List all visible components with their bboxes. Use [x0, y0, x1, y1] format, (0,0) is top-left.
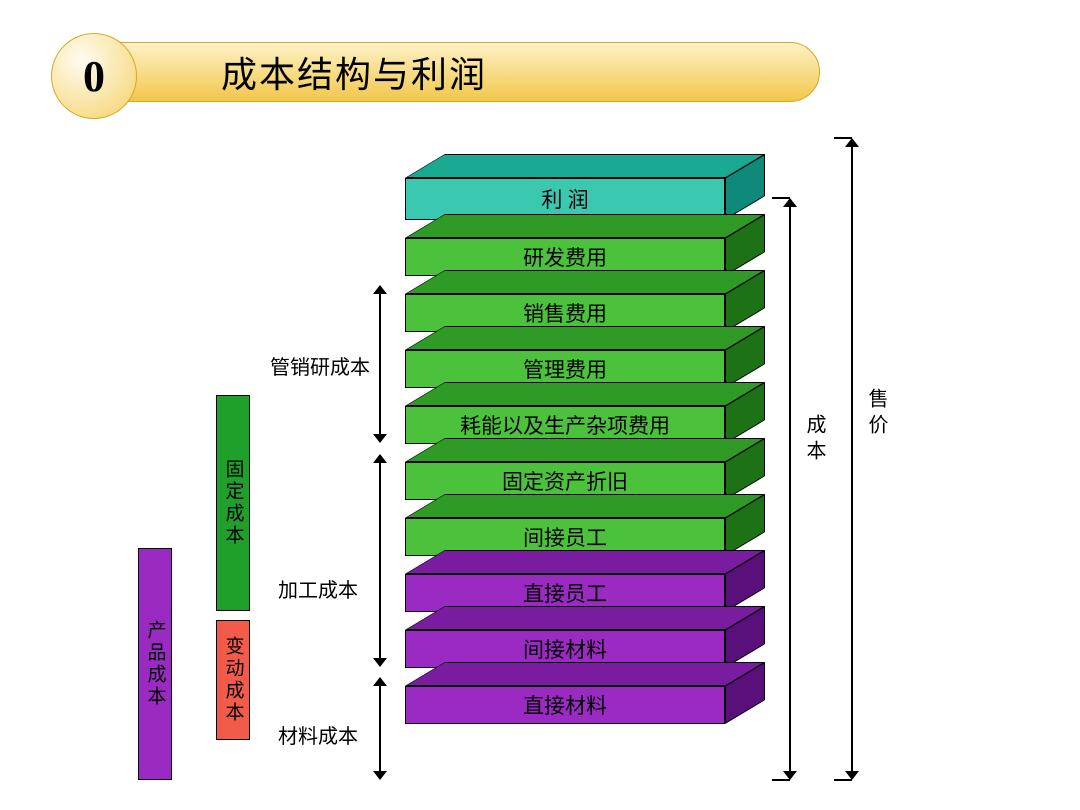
stack-box-label: 耗能以及生产杂项费用: [460, 410, 670, 440]
mgmt-sales-rd-label: 管销研成本: [270, 351, 370, 380]
cost-label: 成本: [800, 414, 829, 466]
process-cost-label: 加工成本: [278, 574, 358, 603]
stack-box-label: 直接员工: [523, 578, 607, 608]
arrow-down-icon: [373, 771, 387, 780]
stack-box-label: 间接员工: [523, 522, 607, 552]
stack-box-top: [405, 494, 765, 518]
stack-box-label: 间接材料: [523, 634, 607, 664]
arrow-up-icon: [373, 285, 387, 294]
stack-box-label: 销售费用: [523, 298, 607, 328]
title-badge: 0: [51, 33, 137, 119]
stack-box-top: [405, 606, 765, 630]
arrow-up-icon: [373, 454, 387, 463]
arrow-up-icon: [783, 198, 797, 207]
stack-box-top: [405, 326, 765, 350]
variable-cost-bar: 变动成本: [216, 620, 250, 740]
product-cost-bar: 产品成本: [138, 548, 172, 780]
stack-box-top: [405, 550, 765, 574]
stack-box-face: 直接材料: [405, 686, 725, 724]
price-label: 售价: [862, 388, 891, 440]
stack-box-label: 研发费用: [523, 242, 607, 272]
stack-box-top: [405, 214, 765, 238]
arrow-up-icon: [373, 677, 387, 686]
title-bar: 0 成本结构与利润: [60, 42, 820, 102]
stack-box-label: 固定资产折旧: [502, 466, 628, 496]
stack-box-top: [405, 438, 765, 462]
stack-box-label: 直接材料: [523, 690, 607, 720]
stack-box-label: 管理费用: [523, 354, 607, 384]
arrow-down-icon: [373, 434, 387, 443]
fixed-cost-bar: 固定成本: [216, 395, 250, 611]
material-cost-label: 材料成本: [278, 720, 358, 749]
title-badge-number: 0: [83, 51, 105, 102]
stack-box-label: 利 润: [541, 184, 588, 214]
stack-box-top: [405, 154, 765, 178]
arrow-down-icon: [373, 658, 387, 667]
stack-box-top: [405, 662, 765, 686]
stack-box-top: [405, 270, 765, 294]
arrow-up-icon: [845, 138, 859, 147]
stack-box-top: [405, 382, 765, 406]
page-title: 成本结构与利润: [221, 46, 487, 98]
